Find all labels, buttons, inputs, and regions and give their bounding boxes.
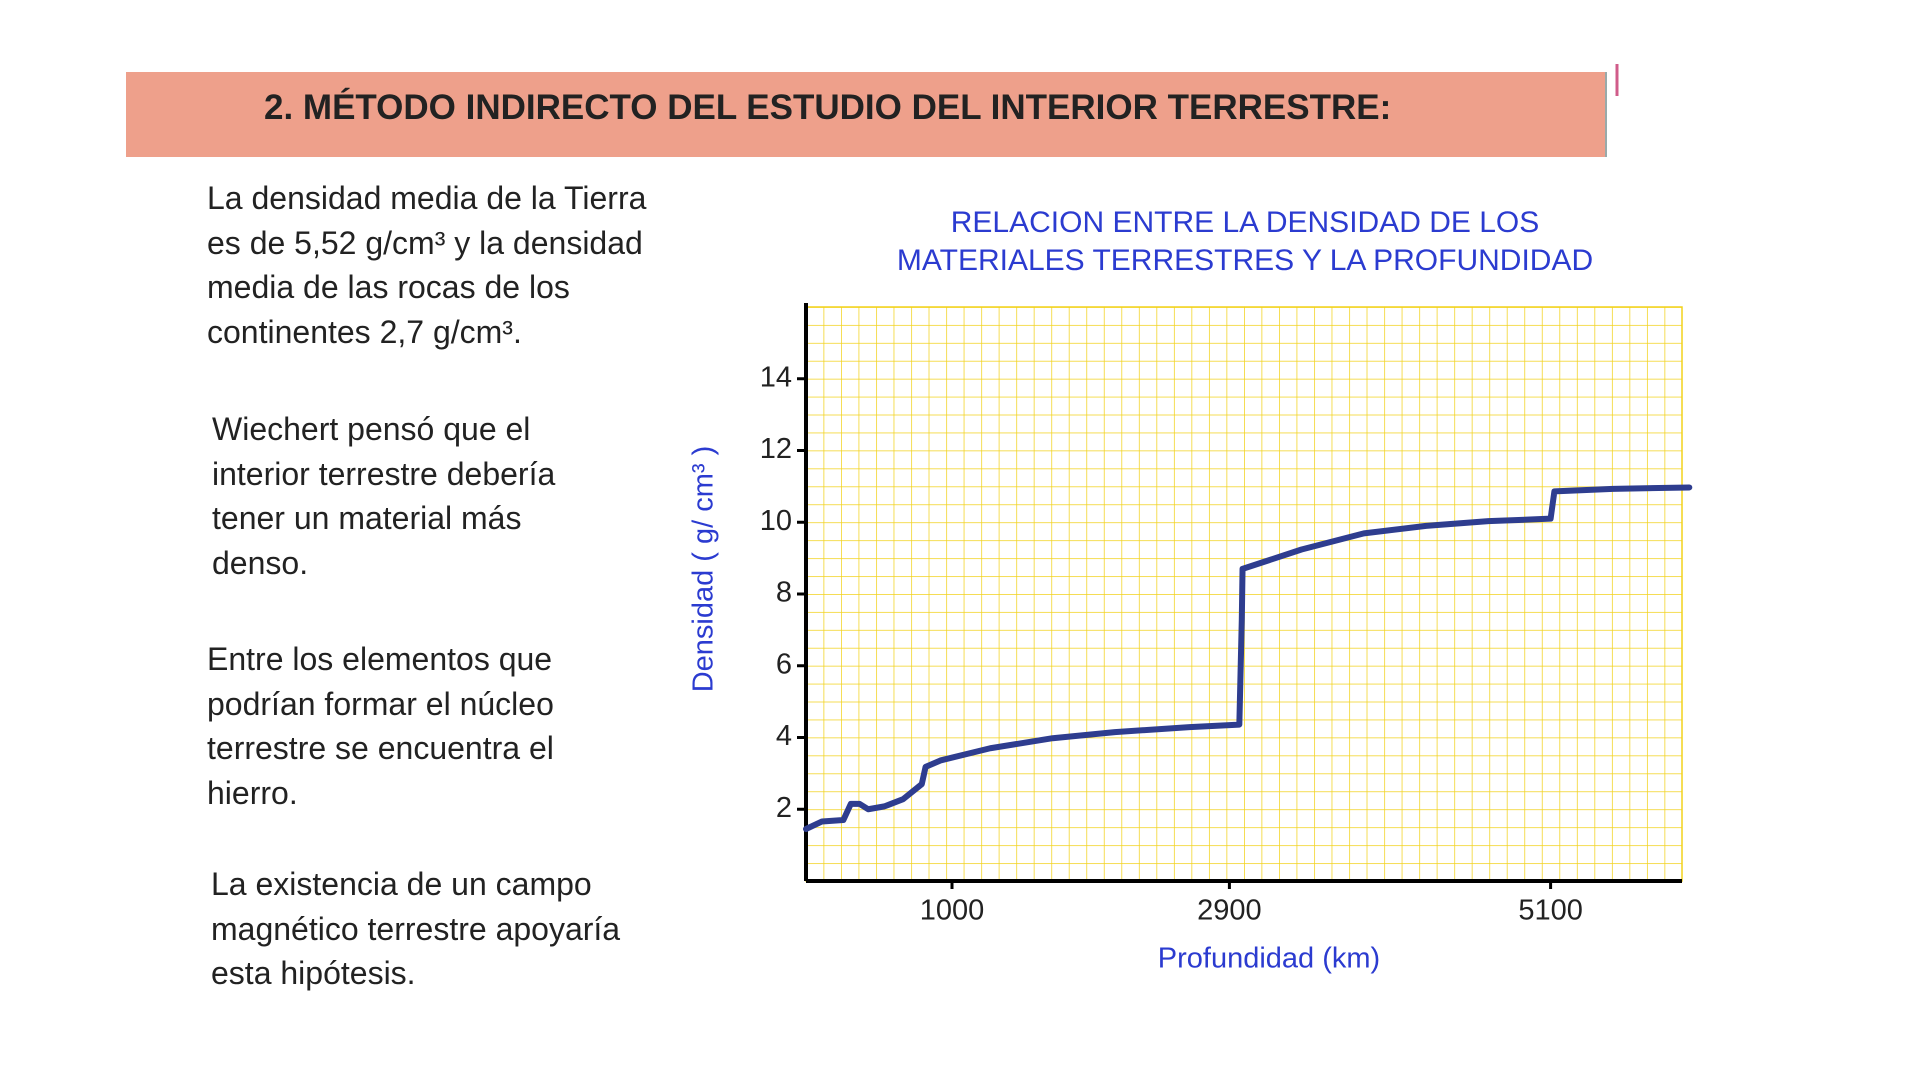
text-line: Wiechert pensó que el [212, 411, 531, 447]
text-line: terrestre se encuentra el [207, 730, 554, 766]
chart-title: RELACION ENTRE LA DENSIDAD DE LOS [951, 206, 1540, 239]
text-line: es de 5,52 g/cm³ y la densidad [207, 224, 643, 261]
paragraph: La existencia de un campo magnético terre… [211, 862, 620, 996]
y-tick-label: 12 [760, 433, 792, 465]
text-line: hierro. [207, 774, 298, 811]
text-line: La existencia de un campo [211, 866, 592, 902]
text-line: esta hipótesis. [211, 955, 416, 991]
y-axis-label: Densidad ( g/ cm³ ) [688, 446, 720, 693]
text-line: Entre los elementos que [207, 641, 553, 677]
x-axis-label: Profundidad (km) [1158, 943, 1380, 975]
y-tick-label: 10 [760, 505, 792, 537]
text-line: interior terrestre debería [212, 455, 556, 492]
chart-title: MATERIALES TERRESTRES Y LA PROFUNDIDAD [897, 244, 1593, 277]
y-tick-label: 2 [776, 792, 792, 824]
text-line: continentes 2,7 g/cm³. [207, 313, 522, 350]
x-tick-label: 1000 [920, 895, 985, 927]
paragraph: La densidad media de la Tierra es de 5,52… [207, 176, 646, 354]
text-line: tener un material más [212, 500, 522, 536]
text-line: podrían formar el núcleo [207, 685, 554, 722]
y-tick-label: 8 [776, 577, 792, 609]
header-band: 2. MÉTODO INDIRECTO DEL ESTUDIO DEL INTE… [126, 72, 1607, 157]
header-title: 2. MÉTODO INDIRECTO DEL ESTUDIO DEL INTE… [264, 88, 1392, 127]
text-line: magnético terrestre apoyaría [211, 910, 621, 947]
x-tick-label: 5100 [1518, 895, 1583, 927]
text-line: denso. [212, 544, 309, 581]
paragraph: Wiechert pensó que el interior terrestre … [212, 407, 555, 585]
x-tick-label: 2900 [1197, 895, 1262, 927]
y-tick-label: 14 [760, 361, 792, 393]
paragraph: Entre los elementos que podrían formar el… [207, 637, 554, 815]
y-tick-label: 6 [776, 648, 792, 680]
data-line [803, 484, 1693, 832]
text-line: La densidad media de la Tierra [207, 180, 647, 216]
y-tick-label: 4 [776, 720, 792, 752]
text-line: media de las rocas de los [207, 269, 570, 305]
